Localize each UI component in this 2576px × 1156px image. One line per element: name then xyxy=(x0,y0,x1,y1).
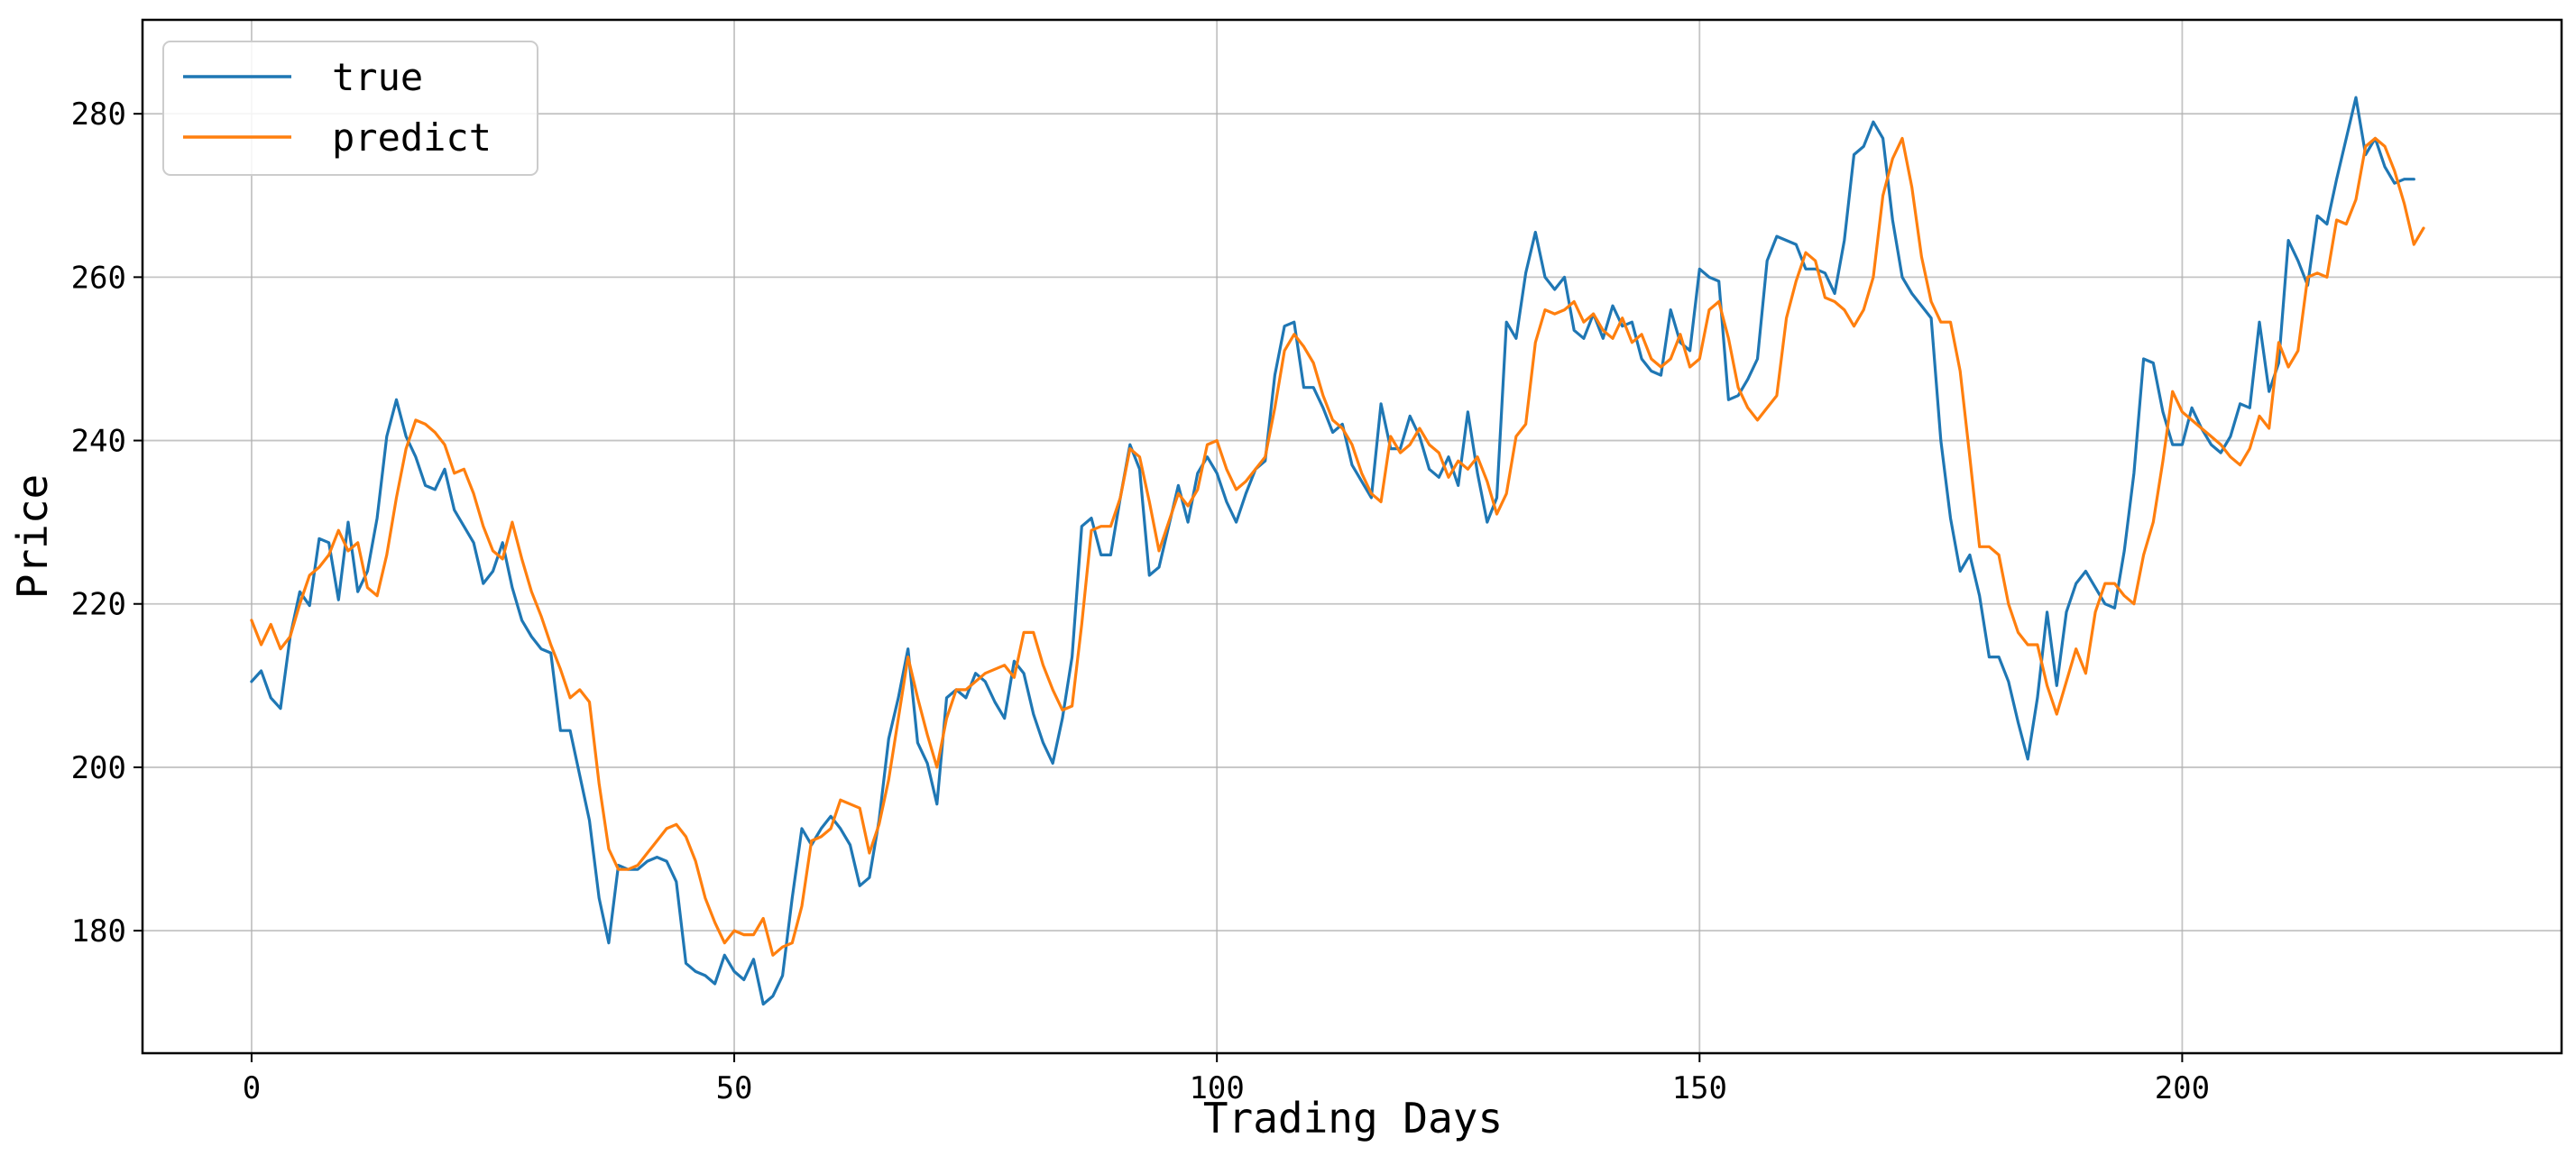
legend: true predict xyxy=(162,41,538,176)
axis-ticks: 0 50 100 150 200 180 200 220 240 260 280 xyxy=(71,96,2211,1106)
legend-box xyxy=(162,41,538,176)
y-tick-label: 220 xyxy=(71,587,126,623)
grid-lines xyxy=(143,20,2562,1053)
x-tick-label: 200 xyxy=(2155,1070,2210,1106)
y-tick-label: 240 xyxy=(71,424,126,460)
plot-frame xyxy=(141,18,2563,1055)
legend-label-predict: predict xyxy=(332,115,492,160)
plot-background xyxy=(143,20,2562,1053)
series-line-predict xyxy=(250,136,2425,957)
legend-label-true: true xyxy=(332,55,423,99)
y-tick-label: 200 xyxy=(71,750,126,786)
y-tick-label: 180 xyxy=(71,913,126,950)
series-line-true xyxy=(250,96,2415,1006)
x-tick-label: 100 xyxy=(1189,1070,1244,1106)
y-tick-label: 260 xyxy=(71,260,126,296)
x-axis-title: Trading Days xyxy=(1203,1094,1503,1142)
x-tick-label: 0 xyxy=(243,1070,261,1106)
x-tick-label: 50 xyxy=(716,1070,753,1106)
x-tick-label: 150 xyxy=(1672,1070,1727,1106)
y-tick-label: 280 xyxy=(71,96,126,133)
series-lines xyxy=(250,96,2425,1006)
y-axis-title: Price xyxy=(8,474,57,599)
